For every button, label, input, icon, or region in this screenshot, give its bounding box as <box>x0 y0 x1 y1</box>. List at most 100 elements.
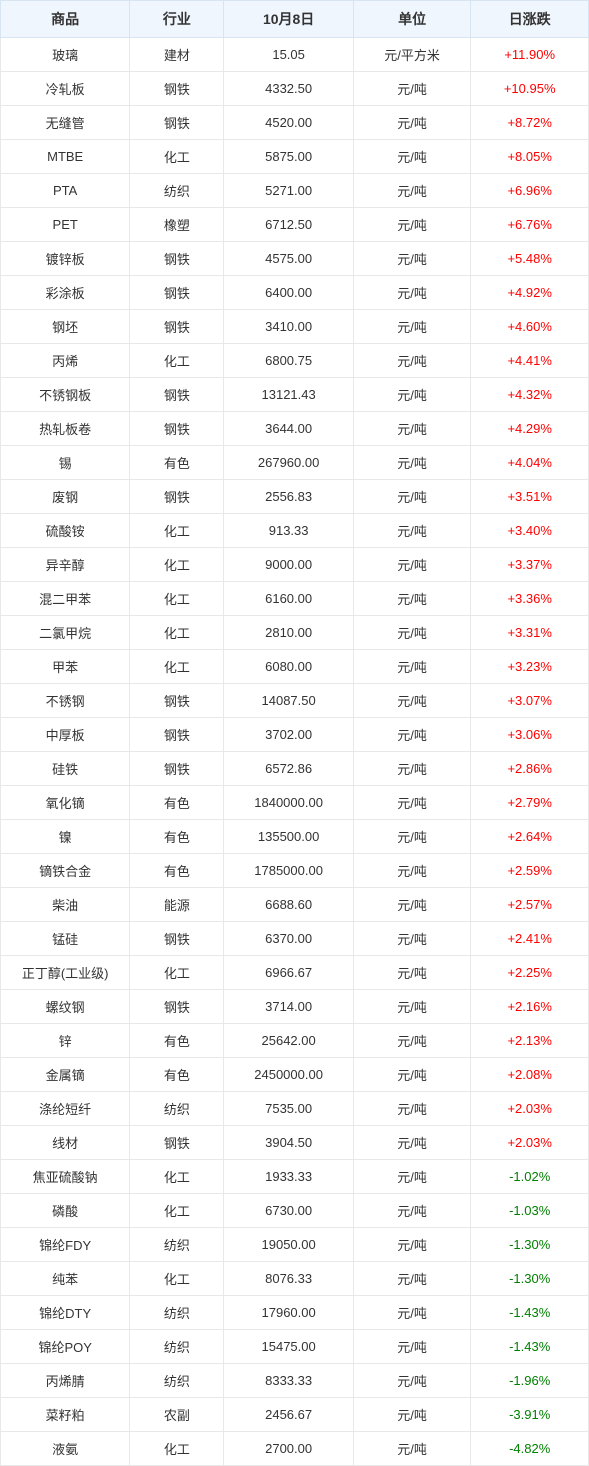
table-row: 彩涂板钢铁6400.00元/吨+4.92% <box>1 276 589 310</box>
cell-price: 1933.33 <box>224 1160 353 1194</box>
cell-unit: 元/吨 <box>353 344 471 378</box>
cell-product: 锡 <box>1 446 130 480</box>
cell-industry: 钢铁 <box>130 922 224 956</box>
cell-unit: 元/吨 <box>353 650 471 684</box>
cell-change: +6.96% <box>471 174 589 208</box>
cell-unit: 元/平方米 <box>353 38 471 72</box>
cell-industry: 建材 <box>130 38 224 72</box>
cell-price: 1785000.00 <box>224 854 353 888</box>
cell-unit: 元/吨 <box>353 276 471 310</box>
cell-change: +3.23% <box>471 650 589 684</box>
table-row: MTBE化工5875.00元/吨+8.05% <box>1 140 589 174</box>
cell-unit: 元/吨 <box>353 956 471 990</box>
table-row: 液氨化工2700.00元/吨-4.82% <box>1 1432 589 1466</box>
cell-price: 3904.50 <box>224 1126 353 1160</box>
cell-price: 4332.50 <box>224 72 353 106</box>
cell-price: 15.05 <box>224 38 353 72</box>
cell-change: +2.59% <box>471 854 589 888</box>
cell-change: +3.51% <box>471 480 589 514</box>
cell-price: 13121.43 <box>224 378 353 412</box>
cell-industry: 有色 <box>130 786 224 820</box>
cell-unit: 元/吨 <box>353 752 471 786</box>
cell-unit: 元/吨 <box>353 208 471 242</box>
cell-unit: 元/吨 <box>353 412 471 446</box>
cell-industry: 能源 <box>130 888 224 922</box>
cell-unit: 元/吨 <box>353 718 471 752</box>
cell-industry: 化工 <box>130 1262 224 1296</box>
cell-price: 6400.00 <box>224 276 353 310</box>
cell-price: 19050.00 <box>224 1228 353 1262</box>
cell-product: 螺纹钢 <box>1 990 130 1024</box>
cell-unit: 元/吨 <box>353 446 471 480</box>
table-row: 镝铁合金有色1785000.00元/吨+2.59% <box>1 854 589 888</box>
table-header: 商品 行业 10月8日 单位 日涨跌 <box>1 1 589 38</box>
table-row: 锰硅钢铁6370.00元/吨+2.41% <box>1 922 589 956</box>
table-row: PET橡塑6712.50元/吨+6.76% <box>1 208 589 242</box>
cell-product: 不锈钢板 <box>1 378 130 412</box>
cell-price: 2556.83 <box>224 480 353 514</box>
cell-industry: 化工 <box>130 344 224 378</box>
table-row: PTA纺织5271.00元/吨+6.96% <box>1 174 589 208</box>
table-row: 混二甲苯化工6160.00元/吨+3.36% <box>1 582 589 616</box>
cell-change: +8.72% <box>471 106 589 140</box>
table-row: 二氯甲烷化工2810.00元/吨+3.31% <box>1 616 589 650</box>
table-row: 锌有色25642.00元/吨+2.13% <box>1 1024 589 1058</box>
cell-price: 135500.00 <box>224 820 353 854</box>
cell-unit: 元/吨 <box>353 1432 471 1466</box>
table-row: 镀锌板钢铁4575.00元/吨+5.48% <box>1 242 589 276</box>
cell-unit: 元/吨 <box>353 242 471 276</box>
table-row: 锡有色267960.00元/吨+4.04% <box>1 446 589 480</box>
header-row: 商品 行业 10月8日 单位 日涨跌 <box>1 1 589 38</box>
cell-unit: 元/吨 <box>353 1228 471 1262</box>
cell-price: 2450000.00 <box>224 1058 353 1092</box>
cell-change: -3.91% <box>471 1398 589 1432</box>
cell-industry: 有色 <box>130 1024 224 1058</box>
cell-unit: 元/吨 <box>353 310 471 344</box>
cell-price: 5271.00 <box>224 174 353 208</box>
cell-product: 锦纶FDY <box>1 1228 130 1262</box>
cell-unit: 元/吨 <box>353 1024 471 1058</box>
cell-price: 6966.67 <box>224 956 353 990</box>
cell-change: -1.43% <box>471 1330 589 1364</box>
cell-unit: 元/吨 <box>353 140 471 174</box>
cell-price: 2700.00 <box>224 1432 353 1466</box>
cell-product: 冷轧板 <box>1 72 130 106</box>
cell-industry: 钢铁 <box>130 990 224 1024</box>
cell-industry: 化工 <box>130 650 224 684</box>
cell-price: 1840000.00 <box>224 786 353 820</box>
cell-product: PTA <box>1 174 130 208</box>
table-row: 锦纶POY纺织15475.00元/吨-1.43% <box>1 1330 589 1364</box>
cell-change: +2.41% <box>471 922 589 956</box>
cell-industry: 钢铁 <box>130 106 224 140</box>
cell-price: 6730.00 <box>224 1194 353 1228</box>
cell-product: 锰硅 <box>1 922 130 956</box>
cell-product: PET <box>1 208 130 242</box>
cell-industry: 农副 <box>130 1398 224 1432</box>
cell-change: -4.82% <box>471 1432 589 1466</box>
cell-unit: 元/吨 <box>353 174 471 208</box>
table-row: 钢坯钢铁3410.00元/吨+4.60% <box>1 310 589 344</box>
table-row: 冷轧板钢铁4332.50元/吨+10.95% <box>1 72 589 106</box>
cell-unit: 元/吨 <box>353 1160 471 1194</box>
table-row: 螺纹钢钢铁3714.00元/吨+2.16% <box>1 990 589 1024</box>
cell-industry: 钢铁 <box>130 72 224 106</box>
table-row: 丙烯化工6800.75元/吨+4.41% <box>1 344 589 378</box>
cell-unit: 元/吨 <box>353 684 471 718</box>
cell-change: +3.37% <box>471 548 589 582</box>
cell-product: 废钢 <box>1 480 130 514</box>
table-row: 不锈钢钢铁14087.50元/吨+3.07% <box>1 684 589 718</box>
cell-product: 锦纶POY <box>1 1330 130 1364</box>
cell-industry: 纺织 <box>130 1228 224 1262</box>
cell-product: 二氯甲烷 <box>1 616 130 650</box>
cell-change: +4.41% <box>471 344 589 378</box>
cell-unit: 元/吨 <box>353 854 471 888</box>
cell-industry: 钢铁 <box>130 684 224 718</box>
cell-price: 2810.00 <box>224 616 353 650</box>
table-row: 异辛醇化工9000.00元/吨+3.37% <box>1 548 589 582</box>
cell-change: +2.79% <box>471 786 589 820</box>
cell-industry: 化工 <box>130 1432 224 1466</box>
cell-unit: 元/吨 <box>353 378 471 412</box>
cell-unit: 元/吨 <box>353 820 471 854</box>
cell-product: 菜籽粕 <box>1 1398 130 1432</box>
cell-unit: 元/吨 <box>353 1398 471 1432</box>
